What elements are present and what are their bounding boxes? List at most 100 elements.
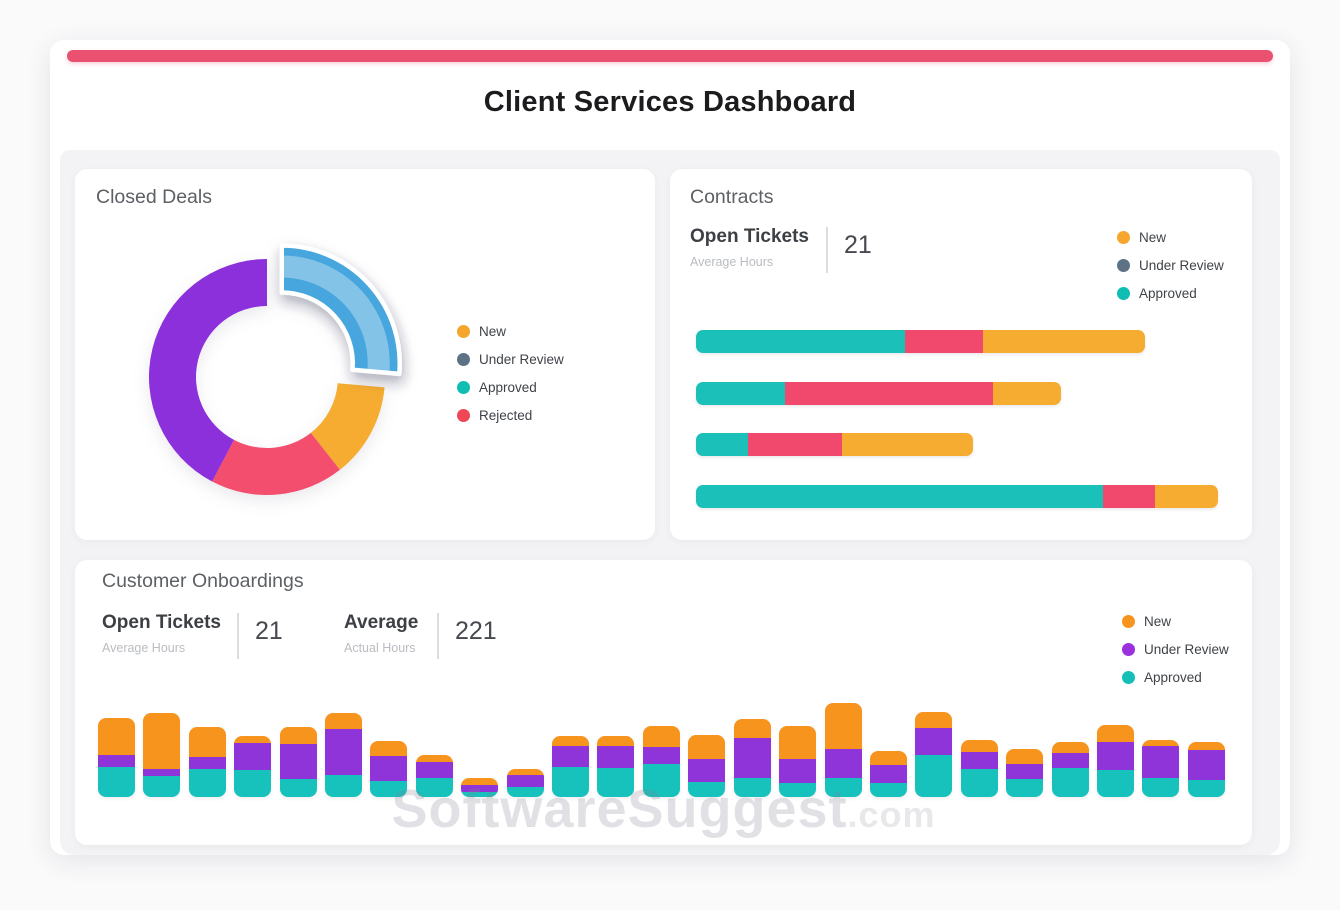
contracts-stat-sublabel: Average Hours bbox=[690, 255, 774, 269]
onboardings-bar-22 bbox=[1051, 742, 1089, 797]
contracts-card: Contracts Open Tickets Average Hours 21 … bbox=[670, 169, 1252, 540]
bar-segment-under_review bbox=[915, 728, 953, 755]
onboardings-bar-15 bbox=[733, 719, 771, 797]
onboardings-bar-20 bbox=[960, 740, 998, 797]
onboardings-stat1-value: 21 bbox=[255, 617, 283, 645]
legend-item-approved[interactable]: Approved bbox=[1117, 279, 1224, 307]
bar-segment-approved bbox=[869, 783, 907, 797]
bar-segment-under_review bbox=[234, 743, 272, 770]
legend-color-dot bbox=[457, 408, 470, 422]
onboardings-bar-21 bbox=[1006, 749, 1044, 797]
bar-segment-approved bbox=[779, 783, 817, 797]
onboardings-stat2-value: 221 bbox=[455, 617, 497, 645]
bar-segment-approved bbox=[915, 755, 953, 797]
onboardings-bar-2 bbox=[143, 713, 181, 797]
onboardings-bar-1 bbox=[98, 718, 135, 797]
contracts-bar-row-3 bbox=[696, 433, 973, 456]
closed-deals-card: Closed Deals New Under Review Approved Reje… bbox=[75, 169, 655, 540]
stat-divider bbox=[237, 613, 239, 659]
bar-segment-new bbox=[1187, 742, 1225, 750]
bar-segment-approved bbox=[98, 767, 135, 797]
onboardings-bar-8 bbox=[415, 755, 453, 797]
stat-divider bbox=[826, 227, 828, 273]
bar-segment-approved bbox=[960, 769, 998, 797]
legend-color-dot bbox=[1122, 642, 1135, 656]
legend-color-dot bbox=[1117, 258, 1130, 272]
legend-item-under-review[interactable]: Under Review bbox=[457, 345, 564, 373]
bar-segment-new bbox=[915, 712, 953, 728]
contracts-stacked-bar-chart bbox=[696, 330, 1218, 531]
bar-segment-new bbox=[960, 740, 998, 752]
bar-segment-under_review bbox=[688, 759, 726, 782]
bar-segment-under_review bbox=[370, 756, 408, 781]
bar-segment-new bbox=[325, 713, 363, 729]
legend-label: Under Review bbox=[1139, 257, 1224, 273]
contracts-bar-row-4 bbox=[696, 485, 1218, 508]
bar-segment-approved bbox=[597, 768, 635, 797]
bar-segment-new bbox=[415, 755, 453, 762]
bar-segment-approved bbox=[188, 769, 226, 797]
bar-segment-approved bbox=[1142, 778, 1180, 797]
onboardings-bar-18 bbox=[869, 751, 907, 797]
legend-item-under-review[interactable]: Under Review bbox=[1117, 251, 1224, 279]
legend-item-approved[interactable]: Approved bbox=[1122, 663, 1229, 691]
bar-segment-under_review bbox=[279, 744, 317, 779]
onboardings-bar-11 bbox=[552, 736, 590, 797]
onboardings-bar-10 bbox=[506, 769, 544, 797]
donut-slice-pink bbox=[212, 432, 340, 496]
closed-deals-donut-chart bbox=[148, 243, 402, 496]
legend-label: New bbox=[1139, 229, 1167, 245]
bar-segment-under_review bbox=[143, 769, 181, 776]
dashboard-panel: Closed Deals New Under Review Approved Reje… bbox=[60, 150, 1280, 855]
bar-segment-new bbox=[983, 330, 1145, 353]
onboardings-legend: New Under Review Approved bbox=[1122, 607, 1229, 691]
bar-segment-under_review bbox=[506, 775, 544, 787]
legend-item-approved[interactable]: Approved bbox=[457, 373, 564, 401]
bar-segment-under_review bbox=[1142, 746, 1180, 778]
bar-segment-new bbox=[824, 703, 862, 749]
bar-segment-new bbox=[733, 719, 771, 738]
bar-segment-new bbox=[461, 778, 499, 785]
bar-segment-rejected bbox=[904, 330, 984, 353]
legend-item-new[interactable]: New bbox=[457, 317, 564, 345]
onboardings-bar-14 bbox=[688, 735, 726, 797]
contracts-legend: New Under Review Approved bbox=[1117, 223, 1224, 307]
bar-segment-new bbox=[279, 727, 317, 744]
bar-segment-approved bbox=[696, 382, 785, 405]
onboardings-bar-5 bbox=[279, 727, 317, 797]
legend-item-new[interactable]: New bbox=[1122, 607, 1229, 635]
onboardings-bar-17 bbox=[824, 703, 862, 797]
bar-segment-under_review bbox=[1096, 742, 1134, 770]
legend-item-under-review[interactable]: Under Review bbox=[1122, 635, 1229, 663]
bar-segment-new bbox=[1006, 749, 1044, 764]
legend-item-new[interactable]: New bbox=[1117, 223, 1224, 251]
closed-deals-title: Closed Deals bbox=[96, 186, 212, 208]
legend-color-dot bbox=[1122, 670, 1135, 684]
bar-segment-under_review bbox=[824, 749, 862, 778]
onboardings-bar-13 bbox=[642, 726, 680, 797]
bar-segment-under_review bbox=[733, 738, 771, 778]
donut-slice-highlight bbox=[283, 255, 390, 372]
onboardings-title: Customer Onboardings bbox=[102, 570, 304, 592]
bar-segment-under_review bbox=[1187, 750, 1225, 780]
bar-segment-new bbox=[188, 727, 226, 757]
bar-segment-under_review bbox=[779, 759, 817, 783]
legend-item-rejected[interactable]: Rejected bbox=[457, 401, 564, 429]
bar-segment-new bbox=[993, 382, 1061, 405]
contracts-stat-label: Open Tickets bbox=[690, 226, 809, 247]
onboardings-bar-19 bbox=[915, 712, 953, 797]
onboardings-bar-4 bbox=[234, 736, 272, 797]
bar-segment-approved bbox=[1096, 770, 1134, 797]
legend-color-dot bbox=[457, 324, 470, 338]
bar-segment-under_review bbox=[597, 746, 635, 768]
legend-color-dot bbox=[457, 352, 470, 366]
bar-segment-approved bbox=[461, 792, 499, 797]
onboardings-bar-24 bbox=[1142, 740, 1180, 797]
bar-segment-under_review bbox=[642, 747, 680, 764]
bar-segment-new bbox=[234, 736, 272, 743]
onboardings-bar-6 bbox=[325, 713, 363, 797]
watermark-suffix: .com bbox=[847, 794, 936, 835]
onboardings-bar-12 bbox=[597, 736, 635, 797]
closed-deals-legend: New Under Review Approved Rejected bbox=[457, 317, 564, 429]
legend-color-dot bbox=[457, 380, 470, 394]
